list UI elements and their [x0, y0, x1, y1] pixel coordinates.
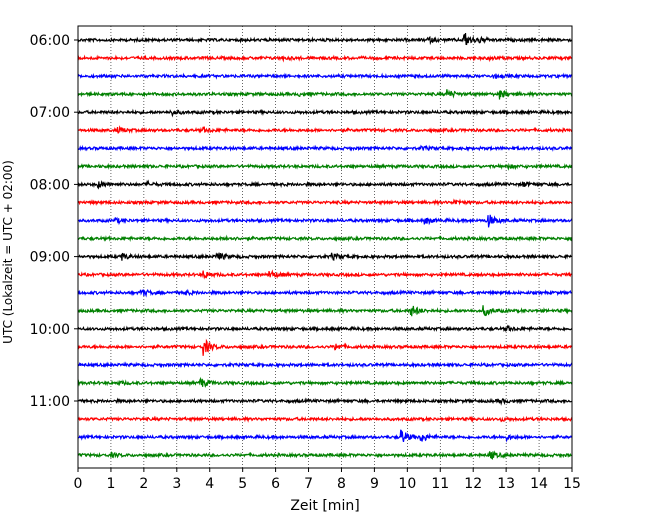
trace-0715: [77, 125, 573, 134]
trace-0700: [77, 108, 573, 118]
y-tick-label: 08:00: [30, 177, 70, 193]
y-tick-label: 10:00: [30, 322, 70, 338]
trace-1100: [77, 397, 573, 406]
y-tick-label: 11:00: [30, 394, 70, 410]
trace-1045: [77, 376, 573, 388]
trace-0600: [77, 32, 573, 46]
trace-1015: [77, 338, 573, 356]
trace-0800: [77, 179, 573, 190]
trace-0730: [77, 144, 573, 152]
trace-0615: [77, 54, 573, 63]
x-tick-label: 0: [74, 476, 83, 492]
x-tick-label: 3: [172, 476, 181, 492]
x-tick-label: 10: [398, 476, 416, 492]
trace-0830: [77, 214, 573, 228]
trace-0630: [77, 72, 573, 80]
plot-frame: [77, 25, 573, 469]
x-tick-label: 13: [497, 476, 515, 492]
x-axis-label: Zeit [min]: [290, 498, 359, 514]
x-tick-label: 11: [431, 476, 449, 492]
x-tick-label: 1: [106, 476, 115, 492]
x-tick-label: 2: [139, 476, 148, 492]
x-tick-label: 4: [205, 476, 214, 492]
trace-1145: [77, 450, 573, 460]
x-tick-label: 7: [304, 476, 313, 492]
trace-0945: [77, 305, 573, 317]
x-tick-label: 12: [464, 476, 482, 492]
y-tick-label: 06:00: [30, 33, 70, 49]
trace-0930: [77, 288, 573, 298]
trace-1000: [77, 324, 573, 333]
trace-0845: [77, 234, 573, 243]
trace-1130: [77, 429, 573, 443]
trace-0745: [77, 162, 573, 171]
axis-ticks: 0 1 2 3 4 5 6 7 8 9 10 11 12 13 14 1506:0007:0008:0009:…: [30, 33, 581, 492]
trace-1115: [77, 415, 573, 423]
trace-0645: [77, 89, 573, 100]
trace-0915: [77, 269, 573, 280]
x-tick-label: 9: [370, 476, 379, 492]
trace-1030: [77, 361, 573, 369]
x-tick-label: 5: [238, 476, 247, 492]
y-tick-label: 07:00: [30, 105, 70, 121]
y-tick-label: 09:00: [30, 250, 70, 266]
trace-0900: [77, 252, 573, 261]
x-tick-label: 14: [530, 476, 548, 492]
y-axis-label: UTC (Lokalzeit = UTC + 02:00): [1, 160, 15, 344]
trace-series: [77, 32, 573, 460]
trace-0815: [77, 198, 573, 207]
x-tick-label: 15: [563, 476, 581, 492]
x-tick-label: 6: [271, 476, 280, 492]
x-tick-label: 8: [337, 476, 346, 492]
